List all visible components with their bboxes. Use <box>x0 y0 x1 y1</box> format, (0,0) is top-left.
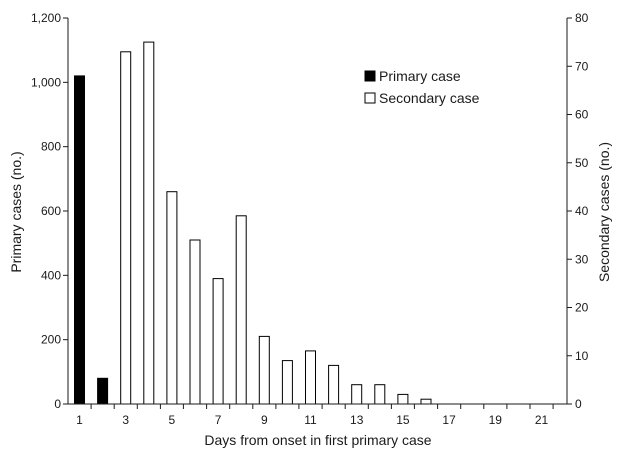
bar-secondary-case-day-7 <box>212 278 224 405</box>
y-right-tick-label: 10 <box>575 349 589 363</box>
y-left-tick-label: 400 <box>41 268 61 282</box>
y-left-tick-label: 600 <box>41 204 61 218</box>
bar-secondary-case-day-14 <box>374 384 386 405</box>
legend-label-secondary-case: Secondary case <box>379 90 480 106</box>
legend-swatch-primary-case <box>364 70 376 82</box>
bar-secondary-case-day-5 <box>166 191 178 405</box>
y-axis-left-title: Primary cases (no.) <box>8 151 24 272</box>
axes-layer: 0 200 400 600 800 1,000 1,200 0 10 20 30 40 50 60 70 80… <box>31 11 589 427</box>
y-right-tick-label: 80 <box>575 11 589 25</box>
y-axis-right-title: Secondary cases (no.) <box>596 142 612 282</box>
x-tick-label: 11 <box>304 413 317 427</box>
bar-secondary-case-day-11 <box>305 350 316 405</box>
y-right-tick-label: 30 <box>575 252 589 266</box>
x-tick-label: 5 <box>169 413 176 427</box>
x-tick-label: 1 <box>76 413 83 427</box>
bar-secondary-case-day-6 <box>189 239 201 405</box>
y-left-tick-label: 1,000 <box>31 75 61 89</box>
bar-secondary-case-day-4 <box>143 41 155 405</box>
y-left-tick-label: 1,200 <box>31 11 61 25</box>
x-tick-label: 9 <box>261 413 268 427</box>
bar-secondary-case-day-10 <box>281 360 293 405</box>
bar-secondary-case-day-15 <box>397 393 409 405</box>
x-tick-label: 7 <box>215 413 222 427</box>
x-tick-label: 13 <box>350 413 364 427</box>
y-right-tick-label: 60 <box>575 108 589 122</box>
x-tick-label: 15 <box>396 413 410 427</box>
y-right-tick-label: 0 <box>575 397 582 411</box>
legend-label-primary-case: Primary case <box>379 68 461 84</box>
bars-layer <box>74 41 432 405</box>
x-axis-title: Days from onset in first primary case <box>204 432 431 448</box>
y-right-tick-label: 50 <box>575 156 589 170</box>
y-right-tick-label: 70 <box>575 59 589 73</box>
y-right-tick-label: 20 <box>575 301 589 315</box>
bar-secondary-case-day-3 <box>120 51 132 405</box>
bar-secondary-case-day-16 <box>420 398 432 405</box>
legend: Primary case Secondary case <box>364 68 480 106</box>
bar-secondary-case-day-9 <box>258 335 270 405</box>
bar-secondary-case-day-8 <box>235 215 247 405</box>
y-right-tick-label: 40 <box>575 204 589 218</box>
x-tick-label: 3 <box>122 413 129 427</box>
bar-primary-case-day-1 <box>74 75 85 405</box>
y-left-tick-label: 200 <box>41 333 61 347</box>
bar-secondary-case-day-12 <box>328 364 340 405</box>
y-left-tick-label: 800 <box>41 140 61 154</box>
y-left-tick-label: 0 <box>54 397 61 411</box>
x-tick-label: 21 <box>535 413 549 427</box>
x-tick-label: 19 <box>489 413 503 427</box>
bar-secondary-case-day-13 <box>351 384 363 405</box>
x-tick-label: 17 <box>442 413 456 427</box>
legend-swatch-secondary-case <box>364 92 376 104</box>
bar-primary-case-day-2 <box>97 377 109 405</box>
